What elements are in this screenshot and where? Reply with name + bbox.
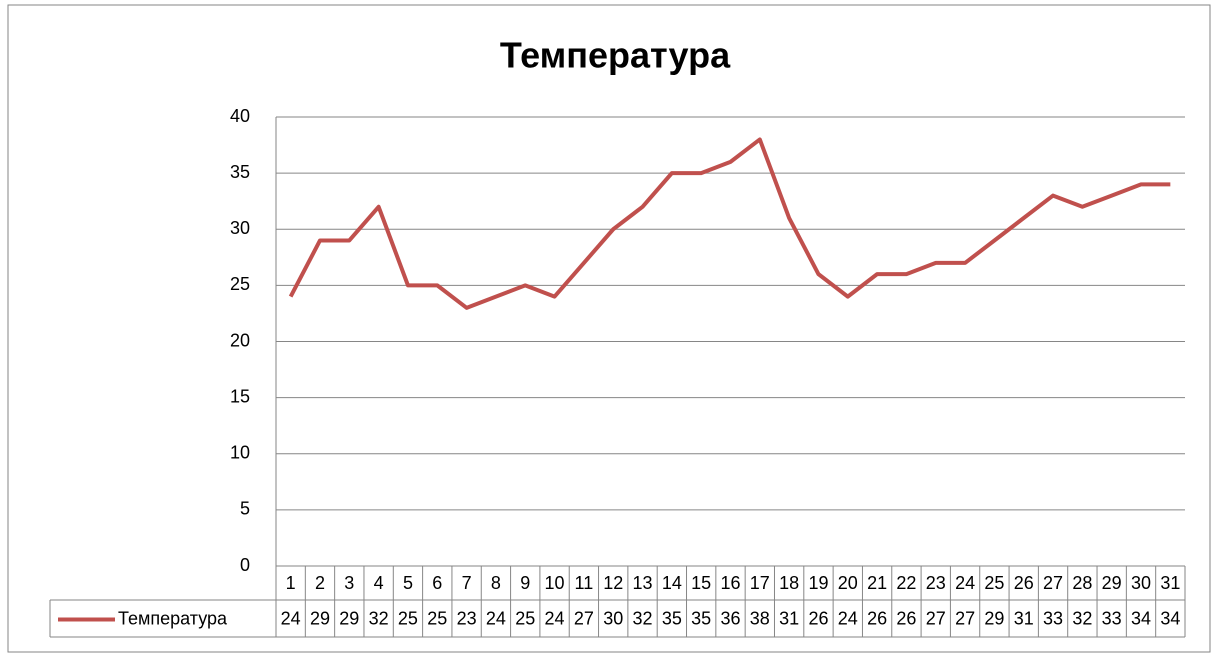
x-tick-label: 18	[779, 573, 799, 593]
x-tick-label: 2	[315, 573, 325, 593]
x-tick-label: 24	[955, 573, 975, 593]
data-table-value: 35	[662, 608, 682, 628]
y-tick-label: 35	[230, 162, 250, 182]
data-table-value: 33	[1102, 608, 1122, 628]
data-table-value: 31	[779, 608, 799, 628]
y-tick-label: 5	[240, 499, 250, 519]
x-tick-label: 15	[691, 573, 711, 593]
x-tick-label: 26	[1014, 573, 1034, 593]
data-table-value: 32	[369, 608, 389, 628]
chart-title: Температура	[500, 35, 731, 76]
x-tick-label: 11	[575, 573, 594, 593]
x-tick-label: 10	[545, 573, 565, 593]
data-table-value: 35	[691, 608, 711, 628]
x-tick-label: 7	[462, 573, 472, 593]
x-tick-label: 13	[633, 573, 653, 593]
x-tick-label: 27	[1043, 573, 1063, 593]
x-tick-label: 4	[374, 573, 384, 593]
y-tick-label: 20	[230, 330, 250, 350]
data-table-value: 24	[281, 608, 301, 628]
x-tick-label: 20	[838, 573, 858, 593]
data-table-value: 29	[339, 608, 359, 628]
x-tick-label: 19	[808, 573, 828, 593]
x-tick-label: 25	[984, 573, 1004, 593]
data-table-value: 27	[955, 608, 975, 628]
x-tick-label: 23	[926, 573, 946, 593]
data-table-value: 29	[310, 608, 330, 628]
data-table-value: 31	[1014, 608, 1034, 628]
data-table-value: 36	[720, 608, 740, 628]
y-tick-label: 30	[230, 218, 250, 238]
data-table-value: 34	[1160, 608, 1180, 628]
data-table-value: 38	[750, 608, 770, 628]
x-tick-label: 28	[1072, 573, 1092, 593]
data-table-value: 30	[603, 608, 623, 628]
data-table-value: 32	[1072, 608, 1092, 628]
data-table-value: 24	[838, 608, 858, 628]
y-tick-label: 25	[230, 274, 250, 294]
chart-frame	[7, 4, 1211, 653]
data-table-value: 26	[867, 608, 887, 628]
data-table-value: 25	[427, 608, 447, 628]
x-tick-label: 5	[403, 573, 413, 593]
data-table-value: 26	[808, 608, 828, 628]
data-table-value: 24	[486, 608, 506, 628]
x-tick-label: 31	[1160, 573, 1180, 593]
x-tick-label: 9	[520, 573, 530, 593]
data-table-value: 27	[926, 608, 946, 628]
x-tick-label: 16	[720, 573, 740, 593]
legend-label: Температура	[118, 608, 228, 628]
x-tick-label: 17	[750, 573, 770, 593]
data-table-value: 26	[896, 608, 916, 628]
data-table-value: 24	[545, 608, 565, 628]
data-table-value: 25	[515, 608, 535, 628]
data-table-value: 23	[457, 608, 477, 628]
x-tick-label: 29	[1102, 573, 1122, 593]
x-tick-label: 30	[1131, 573, 1151, 593]
x-tick-label: 22	[896, 573, 916, 593]
x-tick-label: 1	[286, 573, 296, 593]
x-tick-label: 14	[662, 573, 682, 593]
data-table-value: 25	[398, 608, 418, 628]
data-table-value: 27	[574, 608, 594, 628]
data-table-value: 34	[1131, 608, 1151, 628]
x-tick-label: 8	[491, 573, 501, 593]
data-table-value: 29	[984, 608, 1004, 628]
x-tick-label: 12	[603, 573, 623, 593]
data-table-value: 33	[1043, 608, 1063, 628]
x-tick-label: 6	[432, 573, 442, 593]
y-tick-label: 15	[230, 386, 250, 406]
series-line	[288, 137, 1171, 310]
x-tick-label: 3	[344, 573, 354, 593]
y-tick-label: 40	[230, 106, 250, 126]
y-tick-label: 10	[230, 443, 250, 463]
x-tick-label: 21	[867, 573, 887, 593]
y-tick-label: 0	[240, 555, 250, 575]
data-table-value: 32	[633, 608, 653, 628]
